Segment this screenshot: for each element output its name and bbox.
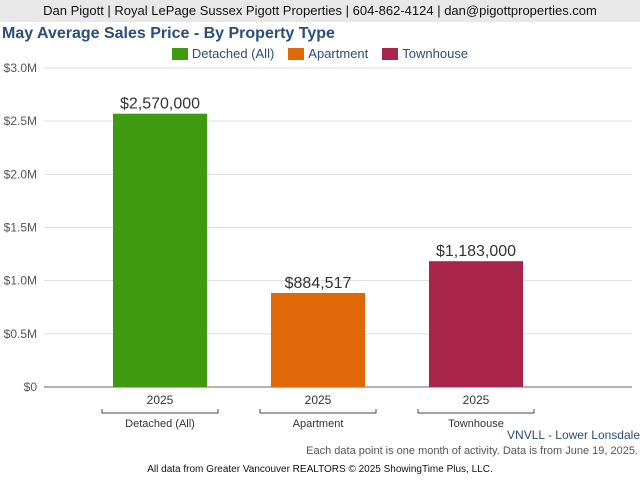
y-tick-label: $3.0M xyxy=(4,61,37,75)
data-label: $884,517 xyxy=(285,275,352,292)
legend-swatch-detached xyxy=(171,48,188,60)
y-tick-label: $1.0M xyxy=(4,274,37,288)
category-bracket xyxy=(101,409,219,414)
category-label: Detached (All) xyxy=(125,418,195,430)
y-tick-label: $0.5M xyxy=(4,327,37,341)
x-tick-label: 2025 xyxy=(463,393,490,407)
contact-header: Dan Pigott | Royal LePage Sussex Pigott … xyxy=(0,0,640,22)
legend-item-apartment[interactable]: Apartment xyxy=(288,45,368,63)
legend-swatch-apartment xyxy=(288,48,305,60)
bar[interactable] xyxy=(113,113,207,388)
bar[interactable] xyxy=(271,292,365,387)
data-label: $2,570,000 xyxy=(120,96,200,113)
region-label: VNVLL - Lower Lonsdale xyxy=(507,428,640,442)
data-source: All data from Greater Vancouver REALTORS… xyxy=(147,464,493,475)
legend-label-townhouse: Townhouse xyxy=(402,46,469,61)
legend-swatch-townhouse xyxy=(382,48,399,60)
legend-label-detached: Detached (All) xyxy=(191,46,275,61)
legend-item-townhouse[interactable]: Townhouse xyxy=(382,45,468,63)
data-label: $1,183,000 xyxy=(436,243,516,260)
category-bracket xyxy=(259,409,377,414)
chart-legend: Detached (All) Apartment Townhouse xyxy=(0,45,640,63)
category-bracket xyxy=(417,409,535,414)
y-tick-label: $2.5M xyxy=(4,114,37,128)
legend-label-apartment: Apartment xyxy=(308,46,369,61)
legend-item-detached[interactable]: Detached (All) xyxy=(171,45,275,63)
y-tick-label: $2.0M xyxy=(4,167,37,181)
x-tick-label: 2025 xyxy=(147,393,174,407)
bar[interactable] xyxy=(429,261,523,387)
chart-title: May Average Sales Price - By Property Ty… xyxy=(2,25,335,42)
bar-chart: $0 $0.5M $1.0M $1.5M $2.0M $2.5M $3.0M $2,570,0… xyxy=(4,61,632,430)
category-label: Townhouse xyxy=(448,418,504,430)
data-note: Each data point is one month of activity… xyxy=(306,445,638,457)
y-tick-label: $1.5M xyxy=(4,221,37,235)
x-tick-label: 2025 xyxy=(305,393,332,407)
y-tick-label: $0 xyxy=(24,380,38,394)
category-label: Apartment xyxy=(293,418,344,430)
